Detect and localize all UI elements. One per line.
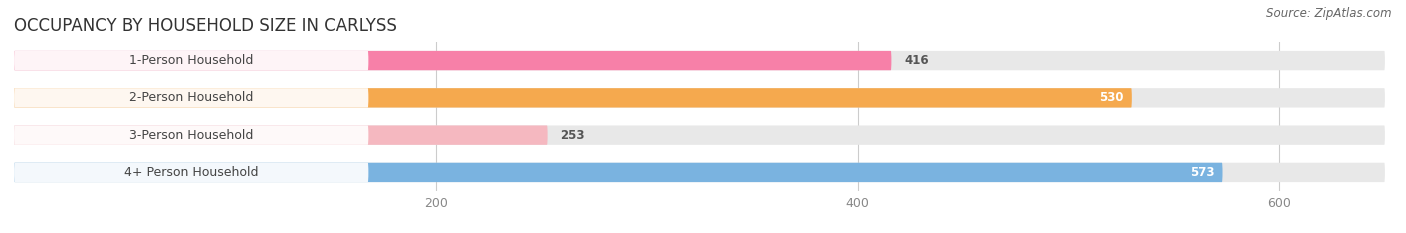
Text: 2-Person Household: 2-Person Household (129, 91, 253, 104)
FancyBboxPatch shape (14, 51, 1385, 70)
FancyBboxPatch shape (14, 88, 1385, 108)
Text: Source: ZipAtlas.com: Source: ZipAtlas.com (1267, 7, 1392, 20)
Text: 4+ Person Household: 4+ Person Household (124, 166, 259, 179)
FancyBboxPatch shape (14, 88, 368, 108)
FancyBboxPatch shape (14, 51, 368, 70)
Text: 253: 253 (561, 129, 585, 142)
Text: 530: 530 (1099, 91, 1123, 104)
Text: 1-Person Household: 1-Person Household (129, 54, 253, 67)
FancyBboxPatch shape (14, 163, 1223, 182)
Text: 573: 573 (1189, 166, 1215, 179)
FancyBboxPatch shape (14, 163, 368, 182)
Text: 416: 416 (904, 54, 929, 67)
Text: OCCUPANCY BY HOUSEHOLD SIZE IN CARLYSS: OCCUPANCY BY HOUSEHOLD SIZE IN CARLYSS (14, 17, 396, 35)
FancyBboxPatch shape (14, 163, 1385, 182)
Text: 3-Person Household: 3-Person Household (129, 129, 253, 142)
FancyBboxPatch shape (14, 125, 368, 145)
FancyBboxPatch shape (14, 125, 1385, 145)
FancyBboxPatch shape (14, 125, 548, 145)
FancyBboxPatch shape (14, 51, 891, 70)
FancyBboxPatch shape (14, 88, 1132, 108)
